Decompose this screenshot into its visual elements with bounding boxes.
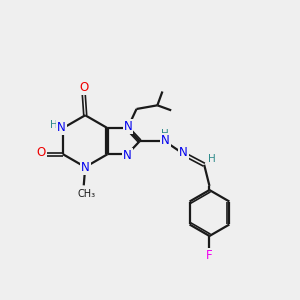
Text: N: N [57, 121, 66, 134]
Text: O: O [79, 81, 88, 94]
Text: N: N [123, 148, 132, 161]
Text: H: H [208, 154, 215, 164]
Text: N: N [161, 134, 170, 147]
Text: N: N [179, 146, 188, 159]
Text: N: N [124, 120, 133, 133]
Text: O: O [36, 146, 45, 159]
Text: N: N [81, 160, 90, 174]
Text: F: F [206, 249, 213, 262]
Text: H: H [50, 120, 58, 130]
Text: CH₃: CH₃ [77, 189, 95, 199]
Text: H: H [161, 129, 169, 139]
